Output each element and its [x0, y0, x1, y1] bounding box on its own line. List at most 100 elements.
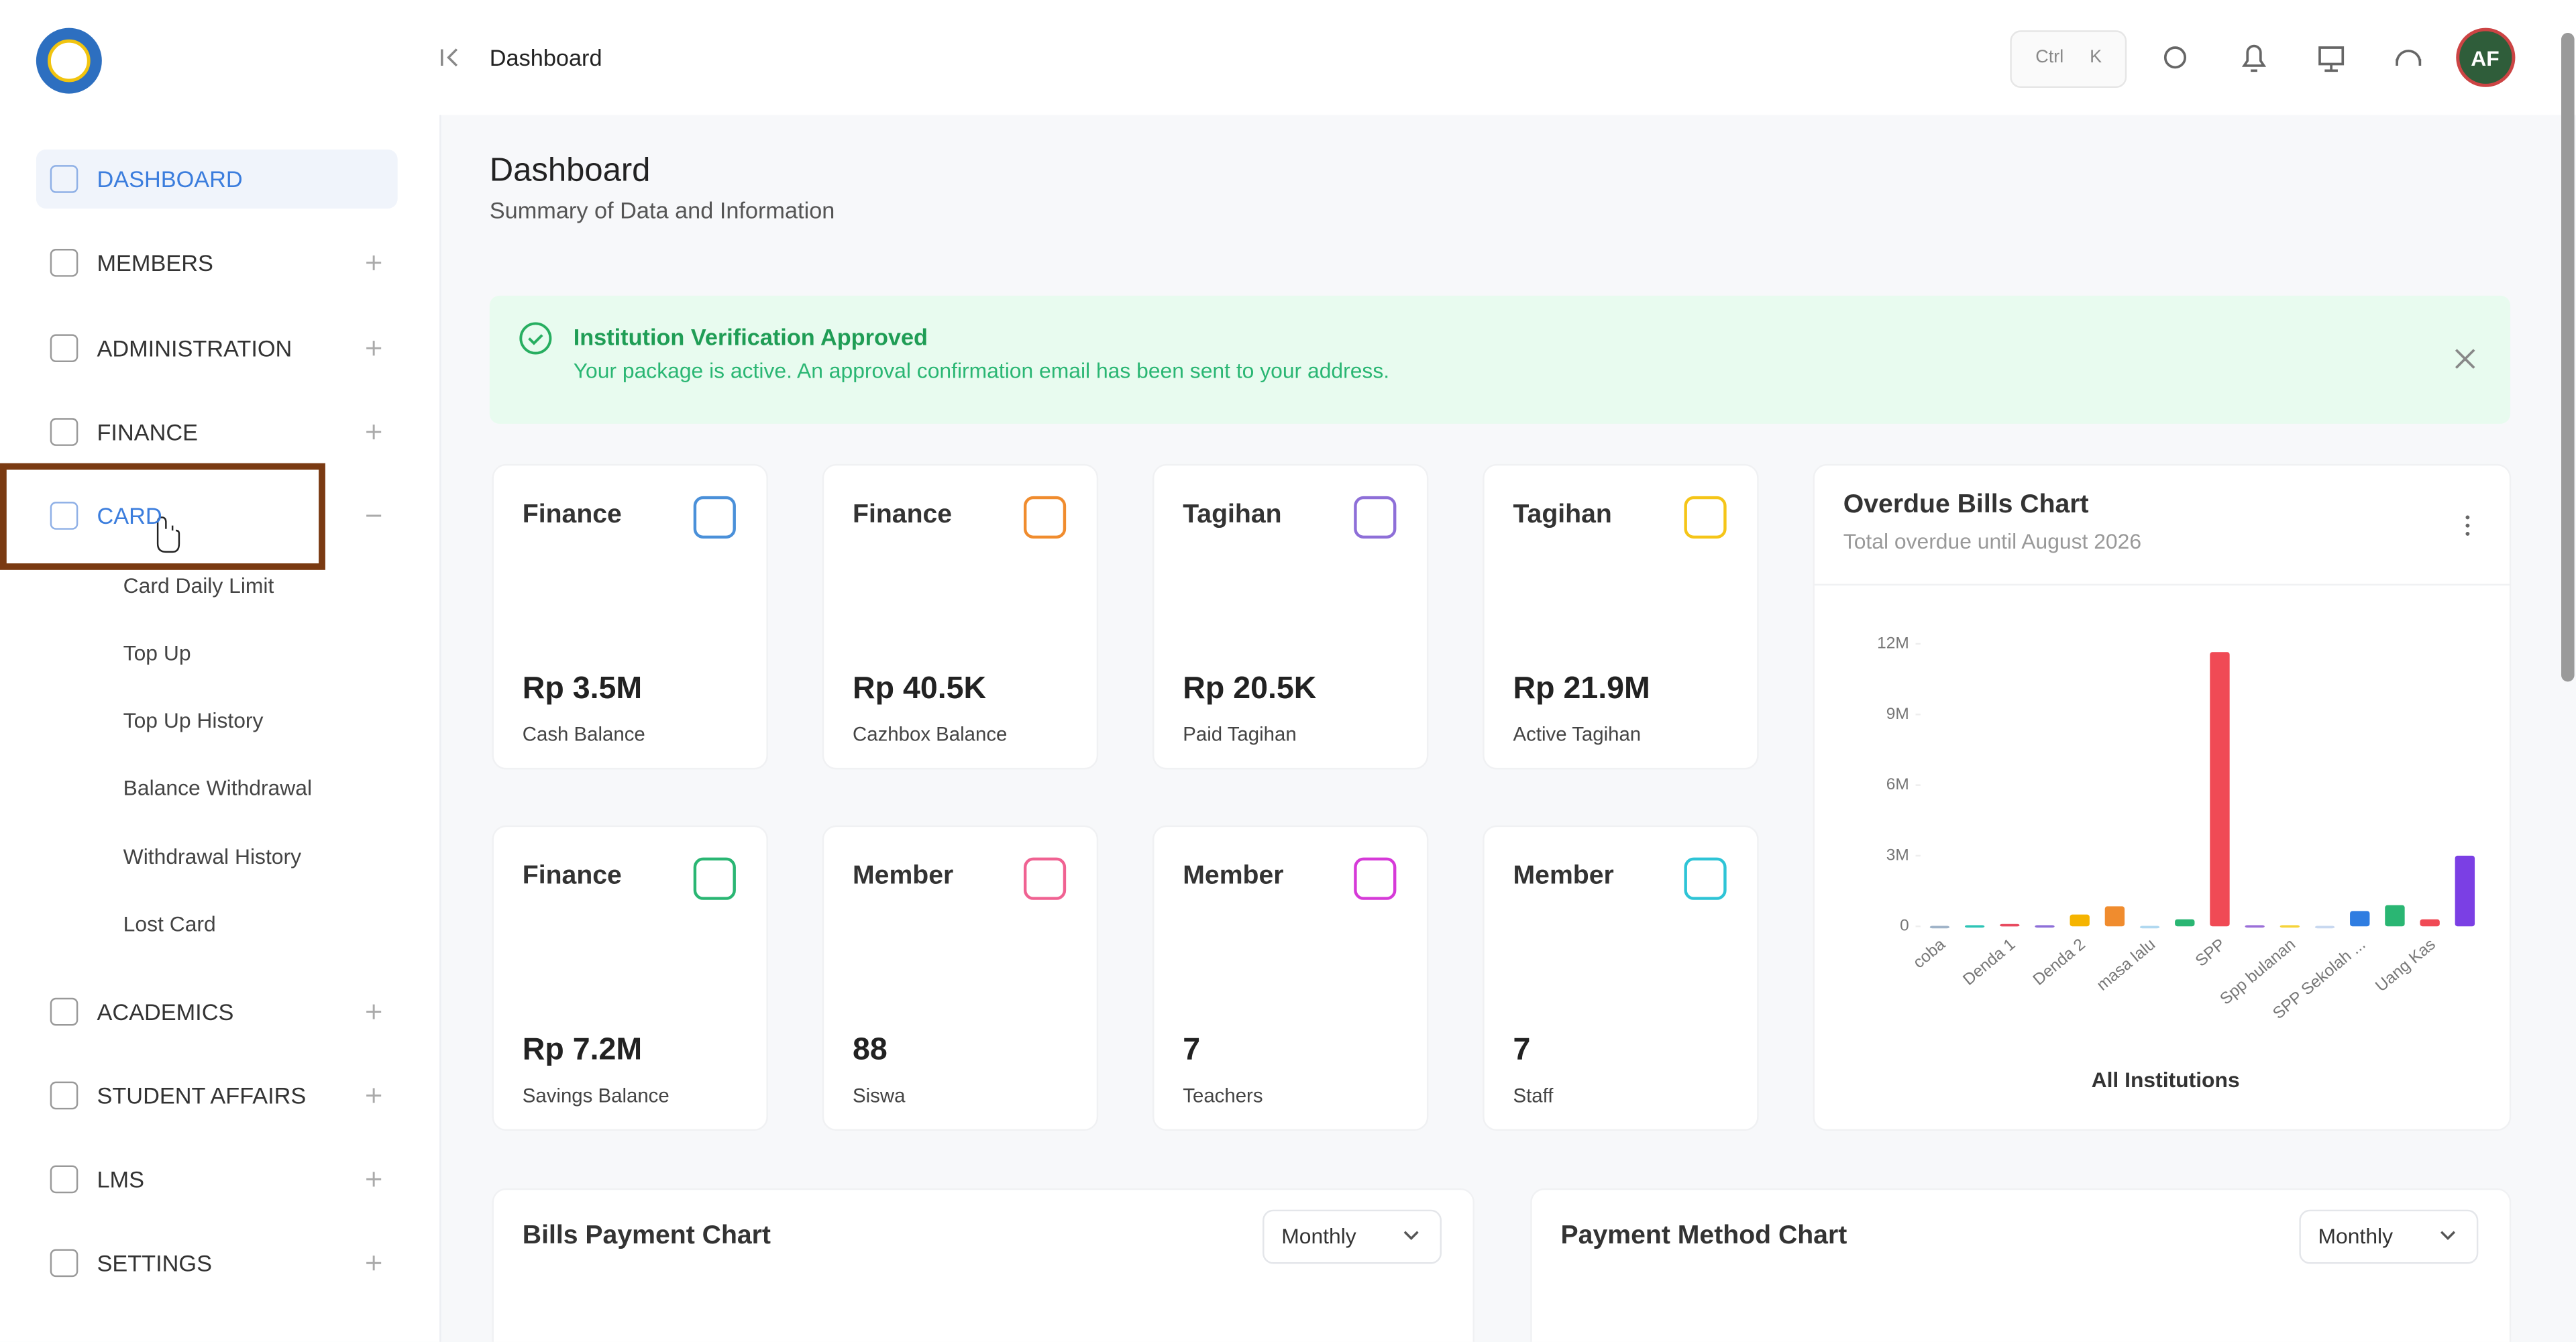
logo-inner [48, 39, 91, 82]
stat-card [822, 463, 1099, 770]
stat-card [492, 825, 768, 1131]
stat-value: Rp 40.5K [853, 671, 987, 707]
expand-toggle[interactable] [366, 341, 382, 356]
menu-icon [50, 1249, 78, 1278]
chart-card [1813, 463, 2512, 1131]
alert-close[interactable] [2455, 349, 2475, 369]
menu-item[interactable]: ACADEMICS [97, 998, 234, 1025]
bar [2139, 926, 2160, 929]
stat-label: Active Tagihan [1513, 722, 1642, 746]
stat-category: Finance [522, 862, 622, 891]
y-tick-label: 0 [1900, 917, 1909, 935]
stat-category: Finance [522, 500, 622, 529]
chart-card [492, 1188, 1474, 1342]
search-icon[interactable] [2163, 46, 2187, 69]
stat-icon [1684, 496, 1727, 539]
bar [2070, 914, 2090, 927]
expand-toggle[interactable] [366, 1255, 382, 1271]
stat-label: Cazhbox Balance [853, 722, 1008, 746]
scrollbar-thumb [2561, 32, 2575, 682]
menu-item[interactable]: LMS [97, 1166, 145, 1192]
bar [1964, 925, 1985, 928]
stat-category: Finance [853, 500, 953, 529]
stat-icon [1023, 496, 1067, 539]
y-tick-label: 9M [1886, 705, 1909, 723]
monitor-icon[interactable] [2318, 46, 2345, 72]
period-dropdown-label[interactable]: Monthly [2318, 1223, 2394, 1249]
support-icon[interactable] [2396, 50, 2422, 66]
menu-icon [50, 249, 78, 277]
menu-item[interactable]: FINANCE [97, 418, 198, 445]
submenu-item[interactable]: Top Up [123, 640, 191, 665]
chart-subtitle: Total overdue until August 2026 [1843, 528, 2142, 554]
menu-icon [50, 1165, 78, 1194]
dropdown-arrow [1403, 1231, 1419, 1240]
stat-value: Rp 7.2M [522, 1033, 643, 1068]
stat-value: 7 [1183, 1033, 1201, 1068]
menu-item[interactable]: DASHBOARD [97, 166, 243, 192]
search-shortcut[interactable] [2010, 30, 2127, 89]
expand-toggle[interactable] [366, 1004, 382, 1019]
menu-icon [50, 502, 78, 530]
menu-icon [50, 165, 78, 193]
stat-label: Siswa [853, 1084, 906, 1107]
stat-card [1483, 463, 1759, 770]
stat-card [1152, 463, 1429, 770]
x-axis-label[interactable]: All Institutions [2091, 1067, 2240, 1093]
bar [2385, 905, 2405, 927]
stat-icon [1354, 496, 1397, 539]
submenu-item[interactable]: Top Up History [123, 708, 264, 733]
bar [2175, 919, 2195, 927]
y-tick-label: 3M [1886, 846, 1909, 864]
menu-item[interactable]: CARD [97, 502, 162, 529]
cursor-hand [156, 516, 180, 553]
period-dropdown[interactable] [2299, 1209, 2479, 1264]
bar [2245, 925, 2265, 928]
avatar[interactable] [2456, 27, 2516, 87]
menu-item[interactable]: SETTINGS [97, 1249, 212, 1276]
shortcut-key: Ctrl [2035, 48, 2064, 68]
menu-item[interactable]: STUDENT AFFAIRS [97, 1082, 307, 1109]
stat-icon [1023, 857, 1067, 900]
submenu-item[interactable]: Card Daily Limit [123, 573, 274, 598]
expand-toggle[interactable] [366, 1172, 382, 1187]
active-menu-bg [36, 149, 398, 209]
collapse-icon[interactable] [441, 48, 458, 67]
bar [2104, 906, 2125, 927]
submenu-item[interactable]: Withdrawal History [123, 844, 302, 869]
avatar-initials[interactable]: AF [2471, 46, 2500, 71]
stat-value: Rp 20.5K [1183, 671, 1317, 707]
bar [2035, 925, 2055, 928]
stat-icon [1684, 857, 1727, 900]
stat-category: Tagihan [1183, 500, 1282, 529]
submenu-item[interactable]: Lost Card [123, 911, 216, 936]
bar [2210, 652, 2230, 927]
expand-toggle[interactable] [366, 255, 382, 270]
alert-icon [519, 322, 552, 355]
y-tick-label: 6M [1886, 775, 1909, 793]
menu-item[interactable]: ADMINISTRATION [97, 335, 292, 361]
stat-label: Paid Tagihan [1183, 722, 1297, 746]
menu-item[interactable]: MEMBERS [97, 249, 213, 276]
stat-label: Staff [1513, 1084, 1554, 1107]
period-dropdown[interactable] [1263, 1209, 1442, 1264]
bar [2000, 924, 2020, 927]
menu-icon [50, 334, 78, 363]
notification-icon[interactable] [2241, 44, 2267, 72]
stat-icon [693, 496, 736, 539]
expand-toggle[interactable] [366, 1088, 382, 1103]
bar [2455, 855, 2475, 927]
period-dropdown-label[interactable]: Monthly [1281, 1223, 1356, 1249]
stat-category: Member [1513, 862, 1614, 891]
stat-category: Tagihan [1513, 500, 1612, 529]
alert-message: Your package is active. An approval conf… [573, 357, 1390, 383]
stat-card [1152, 825, 1429, 1131]
sidebar [0, 0, 441, 1342]
submenu-item[interactable]: Balance Withdrawal [123, 775, 313, 800]
stat-label: Teachers [1183, 1084, 1263, 1107]
stat-category: Member [853, 862, 954, 891]
expand-toggle[interactable] [366, 425, 382, 440]
stat-icon [1354, 857, 1397, 900]
stat-value: Rp 3.5M [522, 671, 643, 707]
breadcrumb: Dashboard [489, 44, 602, 71]
